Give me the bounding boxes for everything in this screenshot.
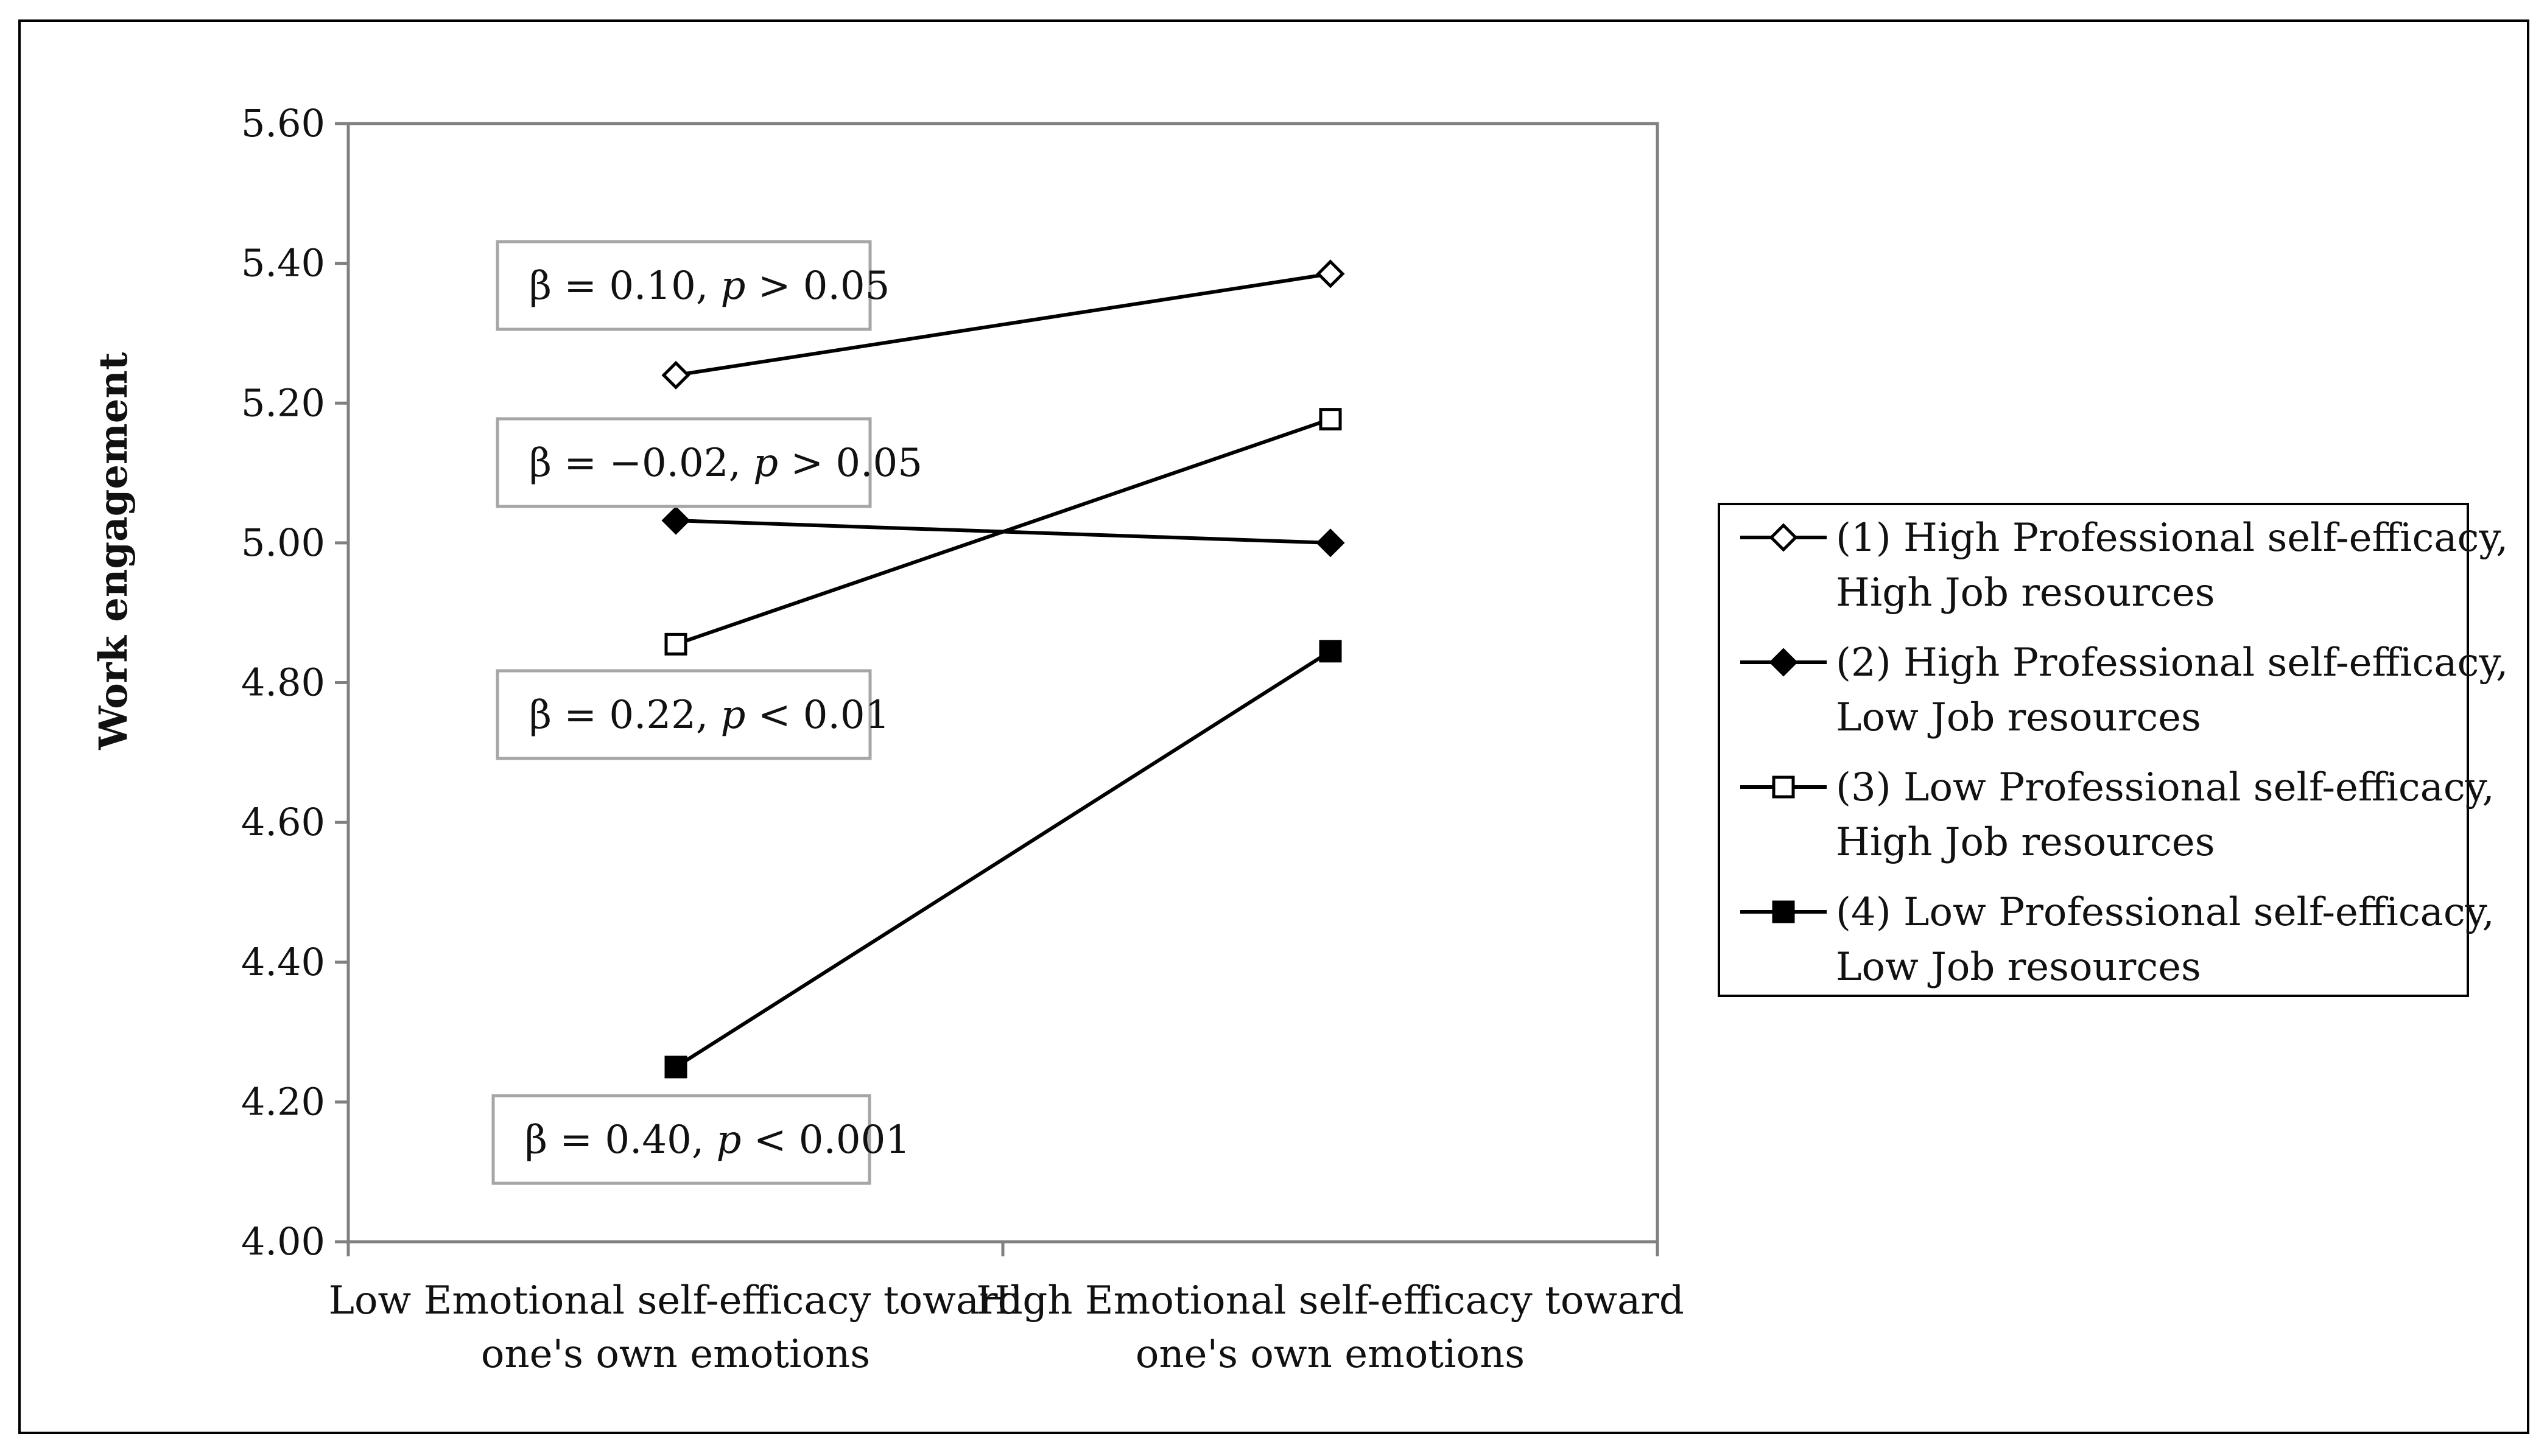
legend-entry-label: High Job resources: [1836, 820, 2215, 865]
series-1-line: [675, 271, 1331, 377]
x-category-label: one's own emotions: [1136, 1332, 1525, 1377]
legend-entry-label: (3) Low Professional self-efficacy,: [1836, 765, 2495, 810]
series-2-point: [661, 506, 690, 535]
legend-entry-label: High Job resources: [1836, 570, 2215, 615]
y-tick-label: 4.20: [241, 1079, 325, 1124]
legend-marker: [1772, 900, 1795, 923]
series-4-point: [1319, 640, 1342, 663]
series-2-point: [1316, 528, 1345, 558]
y-tick-label: 4.40: [241, 940, 325, 984]
annotation-label: β = 0.40, p < 0.001: [525, 1118, 910, 1163]
annotation-label: β = −0.02, p > 0.05: [529, 441, 922, 486]
y-tick-label: 4.00: [241, 1219, 325, 1264]
legend-entry-label: (4) Low Professional self-efficacy,: [1836, 890, 2495, 935]
annotation-box: [496, 669, 872, 760]
y-tick-label: 5.20: [241, 380, 325, 425]
y-tick-label: 5.00: [241, 520, 325, 565]
legend-entry-label: Low Job resources: [1836, 945, 2201, 990]
y-tick-label: 4.60: [241, 800, 325, 844]
series-3-point: [1319, 408, 1342, 431]
annotation-box: [496, 417, 872, 508]
y-tick-label: 4.80: [241, 660, 325, 705]
series-3-line: [675, 417, 1331, 646]
annotation-label: β = 0.22, p < 0.01: [529, 693, 890, 738]
series-1-point: [661, 360, 690, 390]
legend-marker: [1772, 775, 1795, 799]
legend-box: [1718, 503, 2469, 997]
y-tick-label: 5.40: [241, 241, 325, 285]
series-3-point: [664, 632, 687, 656]
x-category-label: High Emotional self-efficacy toward: [976, 1278, 1684, 1323]
annotation-label: β = 0.10, p > 0.05: [529, 264, 890, 309]
x-category-label: Low Emotional self-efficacy toward: [328, 1278, 1022, 1323]
y-tick-label: 5.60: [241, 101, 325, 145]
annotation-box: [496, 240, 872, 331]
x-category-label: one's own emotions: [481, 1332, 870, 1377]
legend-entry-label: (2) High Professional self-efficacy,: [1836, 640, 2508, 685]
y-axis-title: Work engagement: [91, 352, 136, 751]
annotation-box: [491, 1094, 871, 1185]
legend-marker: [1769, 648, 1798, 677]
series-4-point: [664, 1055, 687, 1079]
series-1-point: [1316, 259, 1345, 289]
series-4-line: [675, 649, 1332, 1069]
legend-entry-label: (1) High Professional self-efficacy,: [1836, 516, 2508, 561]
legend-marker: [1769, 523, 1798, 552]
legend-entry-label: Low Job resources: [1836, 695, 2201, 740]
